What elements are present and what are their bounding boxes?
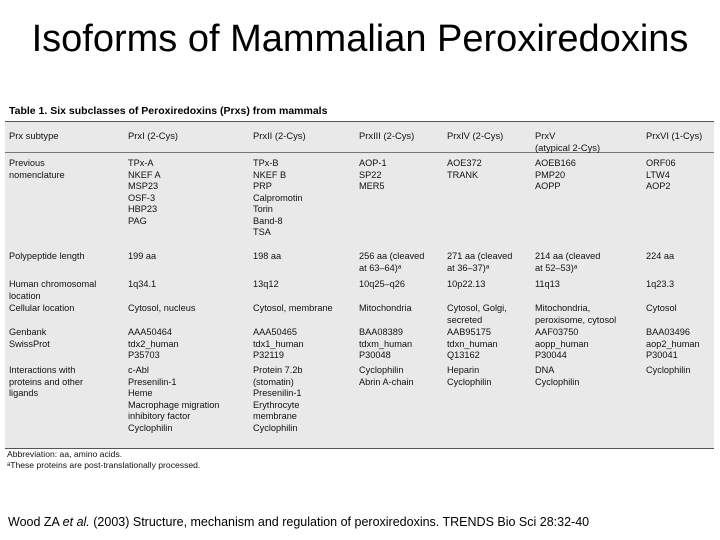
cell-chromosome-prx4: 10p22.13 <box>447 279 486 289</box>
table-header-row: Prx subtype PrxI (2-Cys) PrxII (2-Cys) P… <box>5 122 714 153</box>
citation-reference: (2003) Structure, mechanism and regulati… <box>89 515 590 529</box>
header-prx5: PrxV (atypical 2-Cys) <box>535 130 601 153</box>
cell-nomenclature-prx2: TPx-B NKEF B PRP Calpromotin Torin Band-… <box>253 158 303 237</box>
footnote-abbreviation: Abbreviation: aa, amino acids. <box>7 449 123 459</box>
cell-length-prx2: 198 aa <box>253 251 282 261</box>
row-label-interactions: Interactions with proteins and other lig… <box>9 365 84 398</box>
slide-title: Isoforms of Mammalian Peroxiredoxins <box>31 18 689 60</box>
header-prx-subtype: Prx subtype <box>9 130 59 141</box>
table-caption: Table 1. Six subclasses of Peroxiredoxin… <box>9 105 328 117</box>
cell-length-prx5: 214 aa (cleaved at 52–53)ᵃ <box>535 251 601 273</box>
cell-genbank-prx1: AAA50464 tdx2_human P35703 <box>128 327 179 360</box>
cell-length-prx6: 224 aa <box>646 251 675 261</box>
cell-chromosome-prx3: 10q25–q26 <box>359 279 405 289</box>
cell-length-prx4: 271 aa (cleaved at 36–37)ᵃ <box>447 251 513 273</box>
cell-cellular-prx3: Mitochondria <box>359 303 412 313</box>
row-label-nomenclature: Previous nomenclature <box>9 158 65 180</box>
citation-et-al: et al. <box>62 515 90 529</box>
cell-interactions-prx3: Cyclophilin Abrin A-chain <box>359 365 414 387</box>
cell-interactions-prx5: DNA Cyclophilin <box>535 365 580 387</box>
cell-cellular-prx1: Cytosol, nucleus <box>128 303 196 313</box>
row-label-cellular-location: Cellular location <box>9 303 75 313</box>
cell-chromosome-prx5: 11q13 <box>535 279 560 289</box>
cell-interactions-prx4: Heparin Cyclophilin <box>447 365 492 387</box>
header-prx1: PrxI (2-Cys) <box>128 130 178 141</box>
cell-interactions-prx1: c-Abl Presenilin-1 Heme Macrophage migra… <box>128 365 220 433</box>
cell-genbank-prx2: AAA50465 tdx1_human P32119 <box>253 327 304 360</box>
data-table: Prx subtype PrxI (2-Cys) PrxII (2-Cys) P… <box>5 121 714 449</box>
citation-authors: Wood ZA <box>8 515 63 529</box>
cell-interactions-prx6: Cyclophilin <box>646 365 691 375</box>
cell-chromosome-prx2: 13q12 <box>253 279 279 289</box>
cell-interactions-prx2: Protein 7.2b (stomatin) Presenilin-1 Ery… <box>253 365 303 433</box>
cell-chromosome-prx1: 1q34.1 <box>128 279 157 289</box>
citation: Wood ZA et al. (2003) Structure, mechani… <box>8 515 589 529</box>
cell-genbank-prx4: AAB95175 tdxn_human Q13162 <box>447 327 498 360</box>
header-prx6: PrxVI (1-Cys) <box>646 130 703 141</box>
cell-genbank-prx5: AAF03750 aopp_human P30044 <box>535 327 589 360</box>
row-label-genbank-swissprot: Genbank SwissProt <box>9 327 50 349</box>
row-label-polypeptide-length: Polypeptide length <box>9 251 85 261</box>
cell-cellular-prx5: Mitochondria, peroxisome, cytosol <box>535 303 617 325</box>
header-prx3: PrxIII (2-Cys) <box>359 130 415 141</box>
header-prx2: PrxII (2-Cys) <box>253 130 306 141</box>
cell-nomenclature-prx3: AOP-1 SP22 MER5 <box>359 158 387 191</box>
cell-cellular-prx6: Cytosol <box>646 303 677 313</box>
cell-cellular-prx4: Cytosol, Golgi, secreted <box>447 303 507 325</box>
header-prx4: PrxIV (2-Cys) <box>447 130 504 141</box>
cell-length-prx1: 199 aa <box>128 251 157 261</box>
cell-length-prx3: 256 aa (cleaved at 63–64)ᵃ <box>359 251 425 273</box>
cell-cellular-prx2: Cytosol, membrane <box>253 303 333 313</box>
cell-chromosome-prx6: 1q23.3 <box>646 279 675 289</box>
footnote-processing: ᵃThese proteins are post-translationally… <box>7 460 201 470</box>
cell-nomenclature-prx4: AOE372 TRANK <box>447 158 482 180</box>
cell-nomenclature-prx6: ORF06 LTW4 AOP2 <box>646 158 676 191</box>
cell-nomenclature-prx1: TPx-A NKEF A MSP23 OSF-3 HBP23 PAG <box>128 158 161 226</box>
cell-genbank-prx3: BAA08389 tdxm_human P30048 <box>359 327 413 360</box>
cell-genbank-prx6: BAA03496 aop2_human P30041 <box>646 327 700 360</box>
row-label-chromosomal-location: Human chromosomal location <box>9 279 97 301</box>
cell-nomenclature-prx5: AOEB166 PMP20 AOPP <box>535 158 576 191</box>
table-figure: Table 1. Six subclasses of Peroxiredoxin… <box>5 105 714 472</box>
